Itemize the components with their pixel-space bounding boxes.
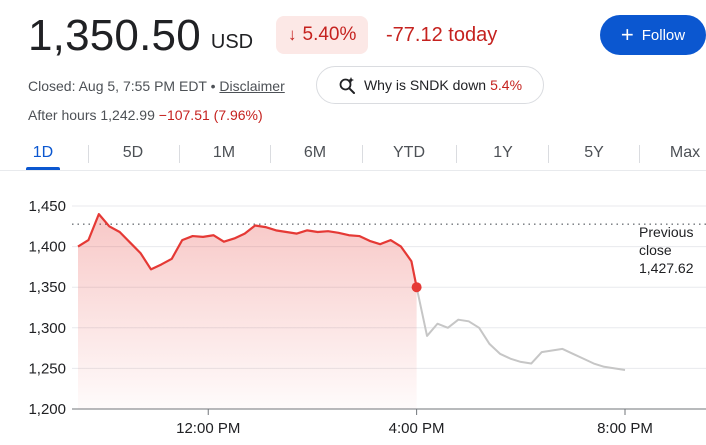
- disclaimer-link[interactable]: Disclaimer: [219, 78, 285, 94]
- x-tick-label: 12:00 PM: [176, 420, 240, 437]
- previous-close-line2: close: [639, 242, 672, 258]
- follow-button[interactable]: + Follow: [600, 15, 706, 55]
- tab-max[interactable]: Max: [669, 144, 701, 161]
- plus-icon: +: [620, 22, 634, 47]
- tab-divider: [639, 145, 640, 163]
- why-down-button[interactable]: Why is SNDK down 5.4%: [316, 66, 544, 104]
- y-tick-label: 1,450: [28, 198, 66, 215]
- tab-1m[interactable]: 1M: [212, 144, 236, 161]
- change-today: -77.12 today: [386, 24, 498, 46]
- y-tick-label: 1,300: [28, 320, 66, 337]
- market-status: Closed: Aug 5, 7:55 PM EDT • Disclaimer: [28, 78, 285, 94]
- current-price: 1,350.50: [28, 11, 201, 60]
- why-percent: 5.4%: [490, 77, 523, 93]
- separator: •: [206, 78, 220, 94]
- closed-time: Closed: Aug 5, 7:55 PM EDT: [28, 78, 207, 94]
- previous-close-line1: Previous: [639, 224, 694, 240]
- after-hours-price: After hours 1,242.99: [28, 107, 155, 123]
- x-tick-label: 4:00 PM: [389, 420, 445, 437]
- price-row: 1,350.50 USD: [28, 12, 253, 58]
- previous-close-label: Previous close 1,427.62: [639, 223, 694, 277]
- after-hours-series-line: [415, 286, 626, 372]
- tab-1d[interactable]: 1D: [22, 136, 64, 170]
- y-tick-label: 1,400: [28, 239, 66, 256]
- tab-ytd[interactable]: YTD: [393, 144, 425, 161]
- arrow-down-icon: ↓: [288, 25, 297, 44]
- change-percent-badge: ↓ 5.40%: [276, 16, 369, 54]
- y-tick-label: 1,200: [28, 401, 66, 418]
- close-point: [411, 282, 422, 293]
- after-hours: After hours 1,242.99 −107.51 (7.96%): [28, 107, 263, 123]
- sparkle-search-icon: [339, 77, 355, 94]
- regular-session-series-line: [77, 213, 418, 288]
- tab-divider: [179, 145, 180, 163]
- y-tick-label: 1,250: [28, 360, 66, 377]
- currency: USD: [210, 31, 254, 53]
- tab-divider: [270, 145, 271, 163]
- tab-5y[interactable]: 5Y: [584, 144, 604, 161]
- follow-label: Follow: [641, 26, 686, 44]
- x-tick-label: 8:00 PM: [597, 420, 653, 437]
- regular-session-area: [78, 214, 417, 409]
- previous-close-value: 1,427.62: [639, 260, 694, 276]
- why-label: Why is SNDK down: [363, 77, 487, 93]
- tab-divider: [548, 145, 549, 163]
- tabs-underline: [0, 170, 706, 171]
- tab-6m[interactable]: 6M: [303, 144, 327, 161]
- tab-divider: [362, 145, 363, 163]
- y-tick-label: 1,350: [28, 279, 66, 296]
- price-chart[interactable]: 1,450 1,400 1,350 1,300 1,250 1,200 12:00 PM 4…: [0, 180, 706, 445]
- tab-divider: [88, 145, 89, 163]
- range-tabs: 1D 5D 1M 6M YTD 1Y 5Y Max: [0, 136, 706, 170]
- tab-divider: [456, 145, 457, 163]
- change-percent: 5.40%: [302, 24, 357, 45]
- after-hours-change: −107.51 (7.96%): [158, 107, 263, 123]
- tab-5d[interactable]: 5D: [122, 144, 144, 161]
- tab-1y[interactable]: 1Y: [493, 144, 513, 161]
